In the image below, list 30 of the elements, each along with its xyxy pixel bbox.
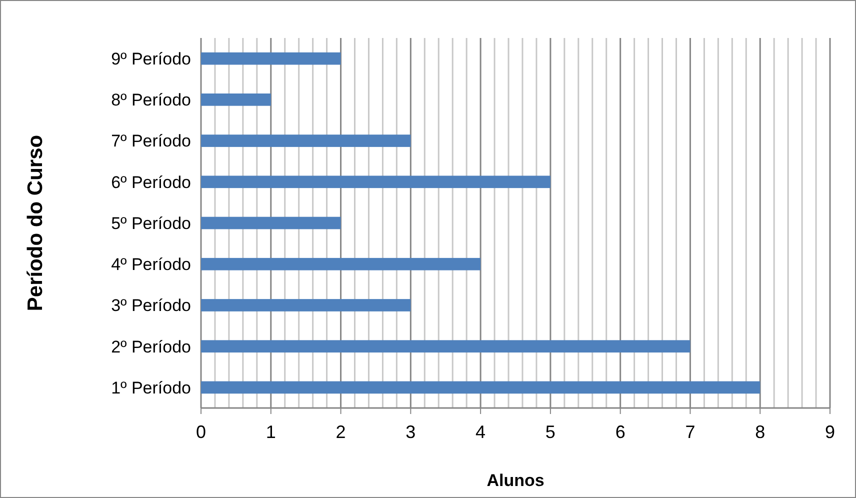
bar <box>201 340 690 352</box>
x-tick-label: 5 <box>545 422 556 442</box>
y-tick-label: 8º Período <box>111 90 191 110</box>
bar <box>201 176 550 188</box>
x-tick-label: 9 <box>824 422 836 442</box>
x-tick-label: 1 <box>266 422 276 442</box>
x-axis-title: Alunos <box>486 471 544 490</box>
y-tick-label: 2º Período <box>111 337 191 356</box>
y-tick-label: 1º Período <box>111 378 191 398</box>
bar <box>201 94 271 106</box>
y-tick-label: 5º Período <box>111 214 191 233</box>
y-tick-label: 9º Período <box>111 50 191 69</box>
x-tick-label: 2 <box>336 422 346 442</box>
x-tick-label: 4 <box>476 422 486 442</box>
bar <box>201 52 341 65</box>
y-tick-label: 6º Período <box>111 172 191 192</box>
y-tick-label: 3º Período <box>111 296 191 316</box>
y-tick-label: 4º Período <box>111 255 191 274</box>
y-axis-title: Período do Curso <box>24 134 47 312</box>
y-tick-label: 7º Período <box>111 132 191 151</box>
x-tick-label: 0 <box>196 422 206 442</box>
bar <box>201 299 411 312</box>
x-tick-label: 8 <box>755 422 766 442</box>
bar <box>201 258 481 270</box>
bar <box>201 216 341 230</box>
x-tick-label: 6 <box>615 422 626 442</box>
x-tick-label: 7 <box>685 422 696 442</box>
bar <box>201 134 411 147</box>
x-tick-label: 3 <box>406 422 416 442</box>
bar <box>201 381 760 394</box>
